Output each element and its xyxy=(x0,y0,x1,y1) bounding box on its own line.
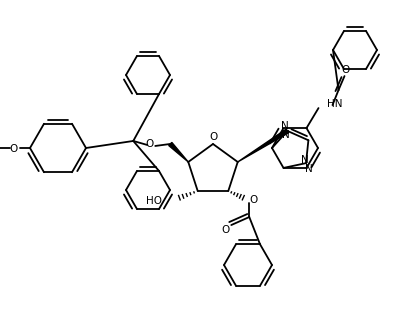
Text: O: O xyxy=(341,65,350,75)
Text: N: N xyxy=(305,164,312,174)
Text: N: N xyxy=(301,155,309,165)
Text: O: O xyxy=(221,225,229,235)
Text: HO: HO xyxy=(146,196,162,206)
Text: O: O xyxy=(209,132,217,142)
Polygon shape xyxy=(238,129,288,162)
Text: O: O xyxy=(145,139,153,149)
Text: HN: HN xyxy=(326,99,342,109)
Polygon shape xyxy=(169,142,188,162)
Text: N: N xyxy=(281,130,289,140)
Text: O: O xyxy=(249,195,258,205)
Text: O: O xyxy=(10,144,18,154)
Text: N: N xyxy=(281,121,288,131)
